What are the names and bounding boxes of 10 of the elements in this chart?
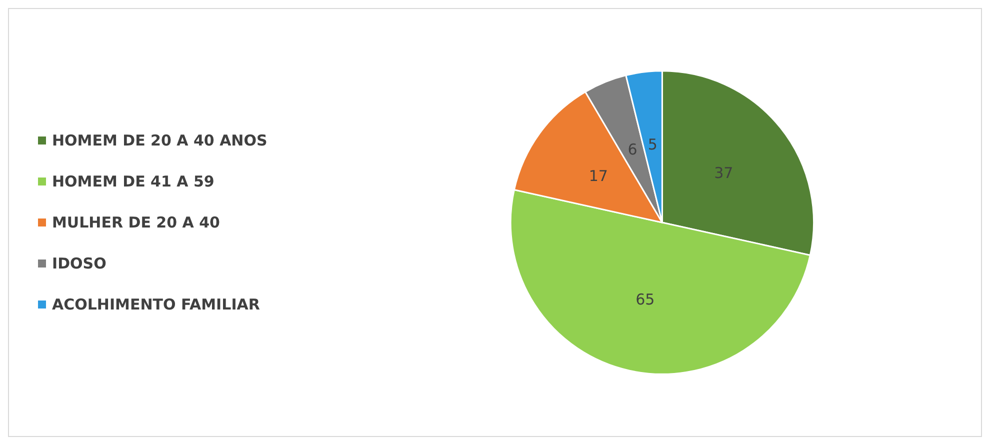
- data-label: 65: [636, 290, 655, 308]
- legend-label: MULHER DE 20 A 40: [52, 214, 220, 232]
- legend-label: HOMEM DE 41 A 59: [52, 172, 214, 190]
- data-label: 37: [714, 164, 734, 182]
- data-label: 6: [628, 140, 638, 159]
- legend-label: HOMEM DE 20 A 40 ANOS: [52, 132, 268, 150]
- data-label: 5: [648, 135, 658, 154]
- data-label: 17: [588, 167, 608, 186]
- legend-label: IDOSO: [52, 254, 106, 272]
- legend-label: ACOLHIMENTO FAMILIAR: [52, 296, 260, 314]
